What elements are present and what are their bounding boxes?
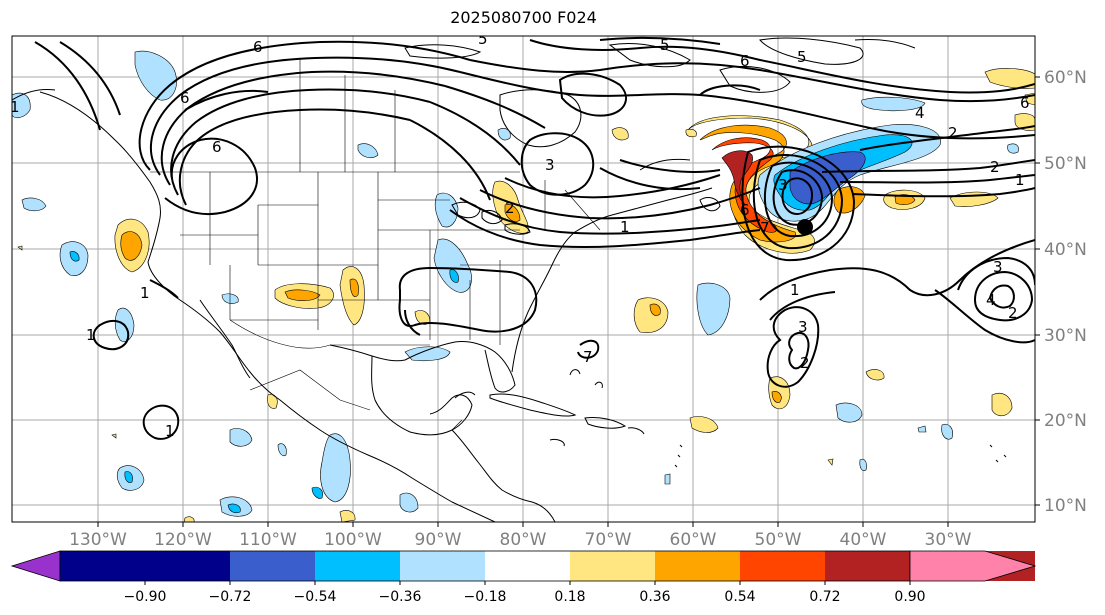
contour-labels: 6 6 6 6 5 5 5 3 3 2 2 2 1 1 1 1 4 4 3 2 … bbox=[10, 30, 1030, 440]
longitude-labels: 130°W 120°W 110°W 100°W 90°W 80°W 70°W 6… bbox=[69, 530, 972, 550]
contour-label: 3 bbox=[778, 176, 788, 194]
graticule bbox=[12, 36, 1035, 522]
colorbar-tick-label: −0.72 bbox=[209, 589, 252, 605]
contour-label: 4 bbox=[915, 104, 925, 122]
lon-label-60w: 60°W bbox=[670, 530, 717, 550]
axis-tick-marks bbox=[97, 76, 1040, 527]
contour-label: 3 bbox=[798, 318, 808, 336]
contour-label: 1 bbox=[10, 98, 20, 116]
contour-label: 6 bbox=[180, 89, 190, 107]
contour-label: 7 bbox=[760, 219, 770, 237]
contour-label: 5 bbox=[660, 36, 670, 54]
contour-label: 2 bbox=[505, 199, 515, 217]
colorbar-swatch bbox=[655, 551, 740, 581]
lat-label-20n: 20°N bbox=[1044, 411, 1087, 431]
colorbar-swatch bbox=[400, 551, 485, 581]
lon-label-110w: 110°W bbox=[239, 530, 297, 550]
lat-label-50n: 50°N bbox=[1044, 154, 1087, 174]
colorbar-swatch bbox=[570, 551, 655, 581]
lat-label-40n: 40°N bbox=[1044, 240, 1087, 260]
lon-label-90w: 90°W bbox=[415, 530, 462, 550]
contour-label: 2 bbox=[800, 354, 810, 372]
map-title: 2025080700 F024 bbox=[450, 8, 597, 27]
contour-label: 6 bbox=[1020, 94, 1030, 112]
colorbar-swatch bbox=[315, 551, 400, 581]
colorbar-tick-label: −0.36 bbox=[379, 589, 422, 605]
colorbar-tick-label: 0.90 bbox=[894, 589, 925, 605]
lon-label-80w: 80°W bbox=[500, 530, 547, 550]
contour-label: 5 bbox=[797, 48, 807, 66]
contour-label: 2 bbox=[1008, 304, 1018, 322]
colorbar: −0.90 −0.72 −0.54 −0.36 −0.18 0.18 0.36 … bbox=[10, 550, 1037, 605]
colorbar-swatch bbox=[145, 551, 230, 581]
lon-label-50w: 50°W bbox=[755, 530, 802, 550]
colorbar-swatch bbox=[60, 551, 145, 581]
latitude-labels: 60°N 50°N 40°N 30°N 20°N 10°N bbox=[1044, 68, 1087, 516]
colorbar-tick-label: −0.90 bbox=[124, 589, 167, 605]
colorbar-tick-label: 0.18 bbox=[554, 589, 585, 605]
coastlines-and-borders bbox=[12, 37, 1007, 522]
contour-label: 4 bbox=[986, 291, 996, 309]
lon-label-70w: 70°W bbox=[585, 530, 632, 550]
lon-label-100w: 100°W bbox=[324, 530, 382, 550]
contour-label: 3 bbox=[545, 156, 555, 174]
contour-label: 7 bbox=[583, 348, 593, 366]
contour-label: 6 bbox=[740, 52, 750, 70]
colorbar-swatch bbox=[230, 551, 315, 581]
contour-label: 1 bbox=[165, 422, 175, 440]
contour-label: 6 bbox=[740, 201, 750, 219]
colorbar-tick-label: −0.54 bbox=[294, 589, 337, 605]
storm-center-marker bbox=[797, 219, 813, 235]
colorbar-tick-label: 0.54 bbox=[724, 589, 755, 605]
contour-label: 6 bbox=[253, 38, 263, 56]
colorbar-swatch-above-max bbox=[909, 550, 1037, 582]
lon-label-30w: 30°W bbox=[925, 530, 972, 550]
colorbar-swatch bbox=[740, 551, 825, 581]
lat-label-30n: 30°N bbox=[1044, 326, 1087, 346]
contour-label: 1 bbox=[790, 281, 800, 299]
colorbar-tick-label: 0.36 bbox=[639, 589, 670, 605]
contour-label: 1 bbox=[1015, 171, 1025, 189]
contour-label: 2 bbox=[990, 158, 1000, 176]
colorbar-tick-label: −0.18 bbox=[464, 589, 507, 605]
lon-label-40w: 40°W bbox=[840, 530, 887, 550]
contour-label: 6 bbox=[212, 138, 222, 156]
lat-label-60n: 60°N bbox=[1044, 68, 1087, 88]
colorbar-swatch bbox=[485, 551, 570, 581]
contour-label: 1 bbox=[620, 218, 630, 236]
lat-label-10n: 10°N bbox=[1044, 496, 1087, 516]
contour-label: 5 bbox=[478, 30, 488, 48]
contour-label: 1 bbox=[140, 284, 150, 302]
colorbar-tick-label: 0.72 bbox=[809, 589, 840, 605]
contour-label: 3 bbox=[993, 258, 1003, 276]
lon-label-130w: 130°W bbox=[69, 530, 127, 550]
contour-label: 1 bbox=[86, 326, 96, 344]
colorbar-swatch-below-min bbox=[10, 550, 61, 582]
lon-label-120w: 120°W bbox=[154, 530, 212, 550]
contour-lines bbox=[34, 36, 1035, 440]
contour-label: 2 bbox=[948, 124, 958, 142]
